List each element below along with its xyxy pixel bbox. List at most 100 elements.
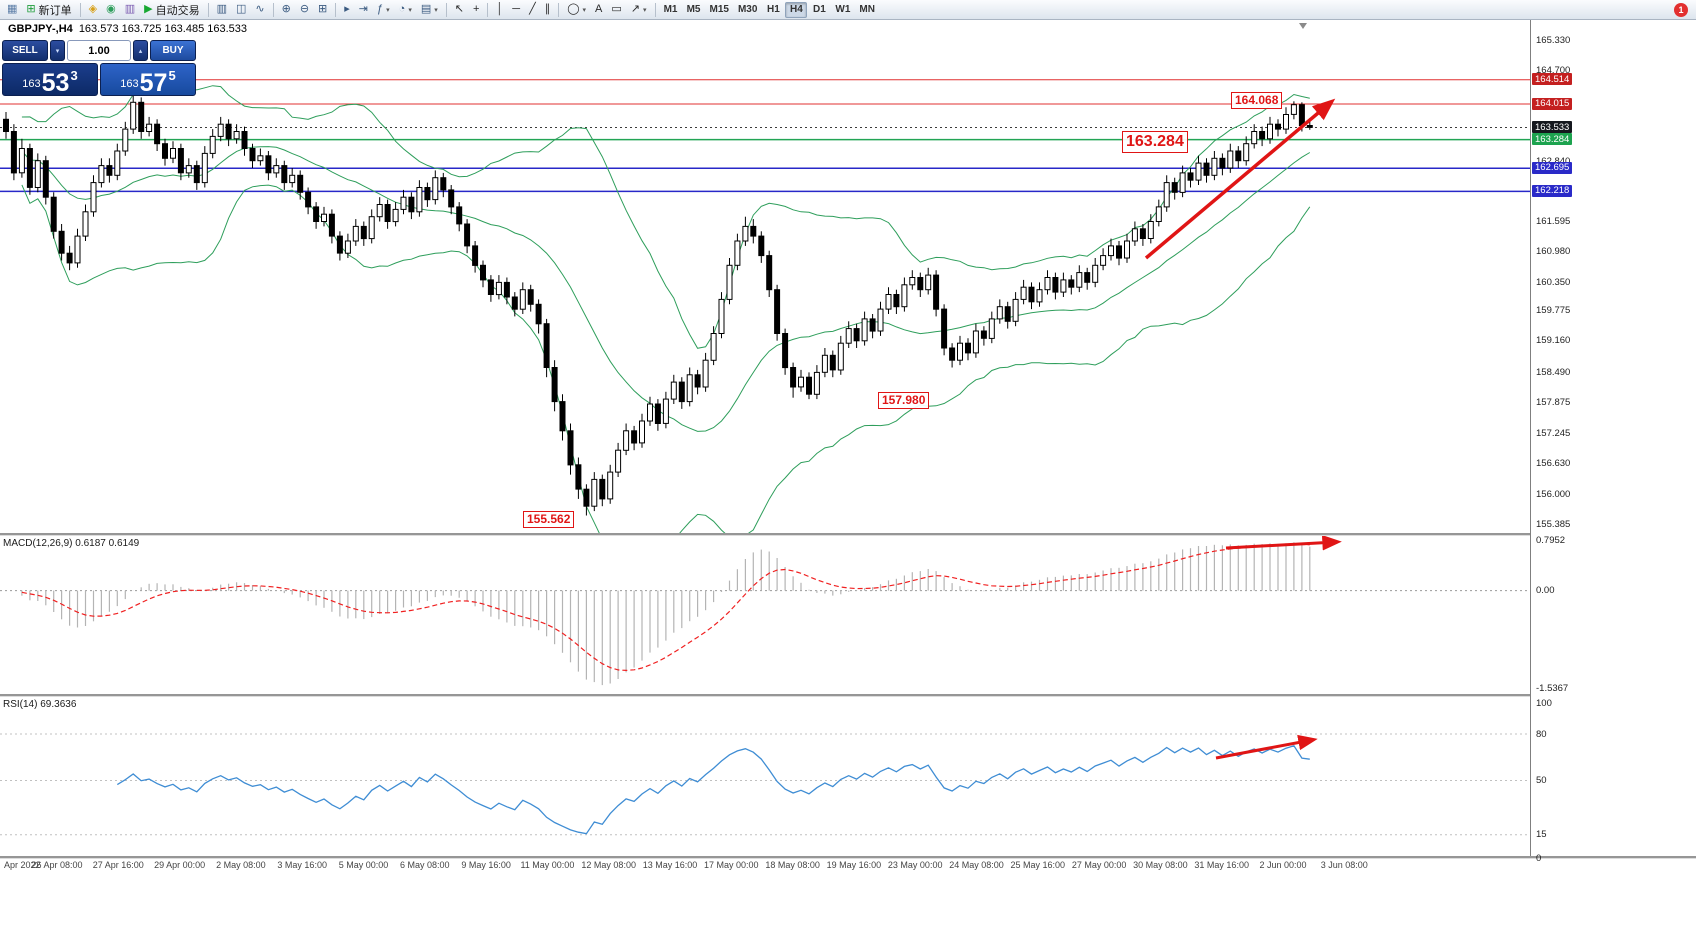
rsi-trend-arrow[interactable]	[1215, 734, 1318, 760]
panel-splitter-rsi[interactable]	[0, 694, 1696, 697]
timeframe-button-h1[interactable]: H1	[762, 2, 784, 18]
vertical-line-button[interactable]: │	[492, 1, 507, 18]
text-label-button[interactable]: ▭	[607, 1, 625, 18]
timeframe-button-h4[interactable]: H4	[785, 1, 808, 18]
volume-increase-button[interactable]: ▴	[133, 40, 148, 61]
timeframe-button-m15[interactable]: M15	[706, 2, 733, 18]
tile-windows-button[interactable]: ⊞	[314, 1, 331, 18]
toolbar-separator	[335, 2, 337, 17]
buy-button[interactable]: BUY	[150, 40, 196, 61]
price-tick: 157.875	[1536, 397, 1571, 409]
time-label: 3 Jun 08:00	[1320, 860, 1368, 870]
rsi-axis-label: 0	[1536, 852, 1542, 864]
ellipse-icon: ◯	[567, 3, 580, 15]
candlestick-chart-button[interactable]: ◫	[232, 1, 250, 18]
chart-shift-button[interactable]: ⇥	[355, 1, 372, 18]
crosshair-icon: +	[472, 3, 480, 15]
trendline-button[interactable]: ╱	[525, 1, 540, 18]
price-tick: 159.775	[1536, 304, 1571, 316]
price-line-label: 163.284	[1532, 133, 1573, 146]
time-label: 17 May 00:00	[704, 860, 759, 870]
price-line-label: 163.533	[1532, 121, 1573, 133]
panel-splitter-macd[interactable]	[0, 533, 1696, 536]
bar-chart-button[interactable]: ▥	[213, 1, 231, 18]
data-window-icon: ▥	[124, 3, 136, 15]
timeframe-button-d1[interactable]: D1	[808, 2, 830, 18]
trendline-icon: ╱	[529, 3, 536, 15]
time-label: 30 May 08:00	[1133, 860, 1188, 870]
channel-button[interactable]: ∥	[541, 1, 555, 18]
zoom-in-button[interactable]: ⊕	[278, 1, 295, 18]
time-label: 13 May 16:00	[642, 860, 698, 870]
new-order-button[interactable]: ⊞ 新订单	[22, 1, 75, 18]
price-annotation[interactable]: 157.980	[878, 392, 930, 409]
timeframe-button-mn[interactable]: MN	[855, 2, 879, 18]
timeframe-button-m30[interactable]: M30	[734, 2, 761, 18]
price-tick: 156.000	[1536, 488, 1571, 500]
notification-badge[interactable]: 1	[1674, 2, 1688, 17]
clock-icon: ◔	[398, 3, 406, 15]
alerts-button[interactable]: ◈	[85, 1, 101, 18]
time-label: 9 May 16:00	[461, 860, 511, 870]
candlestick-icon: ◫	[235, 3, 247, 15]
dropdown-caret-icon: ▾	[434, 6, 438, 14]
alert-icon: ◈	[88, 3, 98, 15]
chart-window-button[interactable]: ▦	[3, 1, 21, 18]
arrows-button[interactable]: ↗ ▾	[627, 1, 651, 18]
data-window-button[interactable]: ▥	[121, 1, 139, 18]
periods-button[interactable]: ◔ ▾	[395, 1, 416, 18]
ask-price[interactable]: 163 57 5	[100, 63, 196, 96]
price-annotation[interactable]: 164.068	[1231, 92, 1283, 109]
new-order-button-label: 新订单	[38, 4, 72, 17]
price-tick: 160.350	[1536, 276, 1571, 288]
price-annotation[interactable]: 163.284	[1122, 131, 1188, 153]
auto-trading-button[interactable]: ▶ 自动交易	[140, 1, 203, 18]
rsi-axis-label: 50	[1536, 775, 1547, 786]
templates-button[interactable]: ▤ ▾	[417, 1, 442, 18]
chart-shift-marker-icon	[1299, 23, 1307, 29]
rsi-line	[116, 745, 1310, 835]
auto-scroll-icon: ▸	[344, 3, 350, 15]
indicators-icon: ƒ	[377, 3, 384, 15]
timeframe-button-m1[interactable]: M1	[660, 2, 682, 18]
text-button[interactable]: A	[591, 1, 606, 18]
price-tick: 155.385	[1536, 518, 1571, 530]
line-chart-button[interactable]: ∿	[251, 1, 268, 18]
indicators-button[interactable]: ƒ ▾	[373, 1, 394, 18]
time-label: 3 May 16:00	[277, 860, 327, 870]
dropdown-caret-icon: ▾	[408, 6, 412, 14]
bollinger-upper-band	[21, 85, 1310, 349]
bid-big-digits: 53	[41, 68, 70, 97]
price-line-label: 162.695	[1532, 161, 1573, 174]
sell-button[interactable]: SELL	[2, 40, 48, 61]
vertical-line-icon: │	[496, 3, 504, 15]
volume-decrease-button[interactable]: ▾	[50, 40, 65, 61]
cursor-button[interactable]: ↖	[451, 1, 468, 18]
market-watch-button[interactable]: ◉	[102, 1, 120, 18]
macd-trend-arrow[interactable]	[1225, 534, 1342, 551]
price-line-label: 164.015	[1532, 97, 1573, 110]
rsi-axis-label: 15	[1536, 829, 1547, 841]
candles-layer	[3, 95, 1313, 516]
volume-input[interactable]: 1.00	[67, 40, 131, 61]
horizontal-line-button[interactable]: ─	[508, 1, 524, 18]
bar-chart-icon: ▥	[216, 3, 227, 15]
timeframe-button-m5[interactable]: M5	[683, 2, 705, 18]
dropdown-caret-icon: ▾	[643, 6, 647, 14]
tile-windows-icon: ⊞	[318, 3, 328, 15]
crosshair-button[interactable]: +	[469, 1, 483, 18]
arrow-icon: ↗	[630, 3, 640, 15]
price-trend-arrow[interactable]	[1144, 98, 1336, 260]
time-label: 18 May 08:00	[765, 860, 820, 870]
timeframe-button-w1[interactable]: W1	[831, 2, 854, 18]
zoom-out-button[interactable]: ⊖	[296, 1, 313, 18]
auto-scroll-button[interactable]: ▸	[340, 1, 354, 18]
price-annotation[interactable]: 155.562	[523, 511, 575, 528]
window-icon: ▦	[7, 3, 18, 15]
time-label: 19 May 16:00	[826, 860, 882, 870]
shapes-button[interactable]: ◯ ▾	[563, 1, 590, 18]
time-label: 25 May 16:00	[1010, 860, 1066, 870]
bid-price[interactable]: 163 53 3	[2, 63, 98, 96]
macd-axis-label: 0.7952	[1536, 534, 1566, 546]
